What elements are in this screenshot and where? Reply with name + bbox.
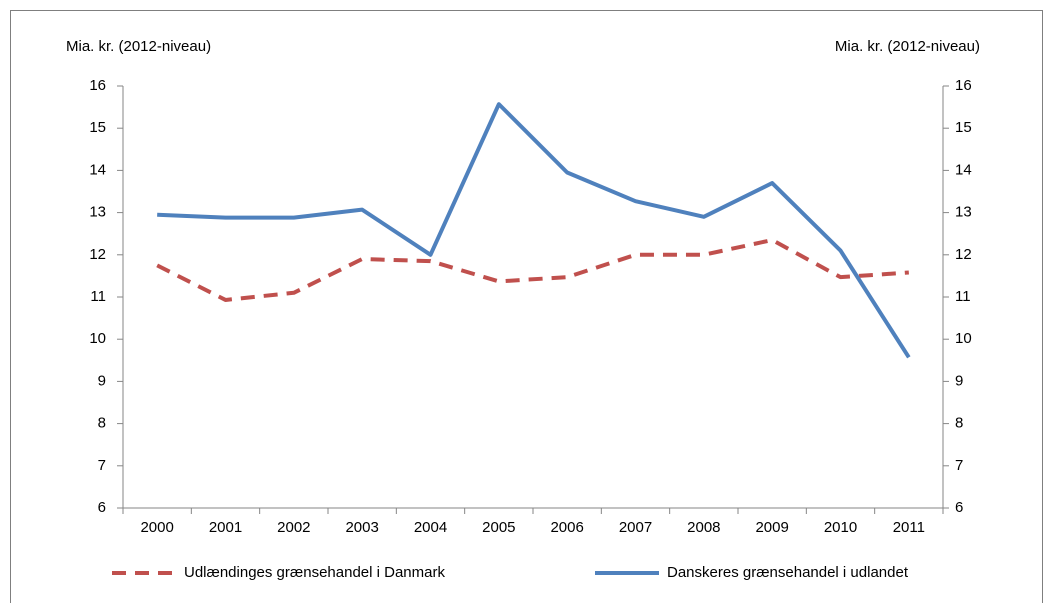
y2-tick-label: 9 [955,372,963,389]
series-line [156,238,909,302]
y-tick-label: 6 [98,499,106,516]
x-tick-label: 2001 [209,519,242,536]
y2-tick-label: 7 [955,457,963,474]
legend-label: Danskeres grænsehandel i udlandet [667,564,909,581]
y2-tick-label: 15 [955,119,972,136]
y-tick-label: 9 [98,372,106,389]
y-tick-label: 8 [98,415,106,432]
y-tick-label: 10 [89,330,106,347]
x-tick-label: 2006 [550,519,583,536]
x-tick-label: 2002 [277,519,310,536]
legend-label: Udlændinges grænsehandel i Danmark [184,564,445,581]
x-tick-label: 2008 [687,519,720,536]
x-tick-label: 2000 [140,519,173,536]
y2-tick-label: 14 [955,161,972,178]
y-tick-label: 12 [89,246,106,263]
frame [10,10,1043,603]
y2-tick-label: 12 [955,246,972,263]
y2-tick-label: 8 [955,415,963,432]
x-tick-label: 2010 [824,519,857,536]
y-tick-label: 15 [89,119,106,136]
x-tick-label: 2009 [755,519,788,536]
y2-tick-label: 13 [955,204,972,221]
y2-axis-label: Mia. kr. (2012-niveau) [835,38,980,55]
x-tick-label: 2004 [414,519,447,536]
y2-tick-label: 10 [955,330,972,347]
y2-tick-label: 6 [955,499,963,516]
x-tick-label: 2005 [482,519,515,536]
y-tick-label: 11 [90,288,106,305]
y-tick-label: 13 [89,204,106,221]
x-tick-label: 2003 [345,519,378,536]
y2-tick-label: 16 [955,77,972,94]
x-tick-label: 2007 [619,519,652,536]
y-tick-label: 16 [89,77,106,94]
x-tick-label: 2011 [893,519,925,536]
series-line [157,102,911,359]
y-tick-label: 7 [98,457,106,474]
y2-tick-label: 11 [955,288,971,305]
y-axis-label: Mia. kr. (2012-niveau) [66,38,211,55]
y-tick-label: 14 [89,161,106,178]
